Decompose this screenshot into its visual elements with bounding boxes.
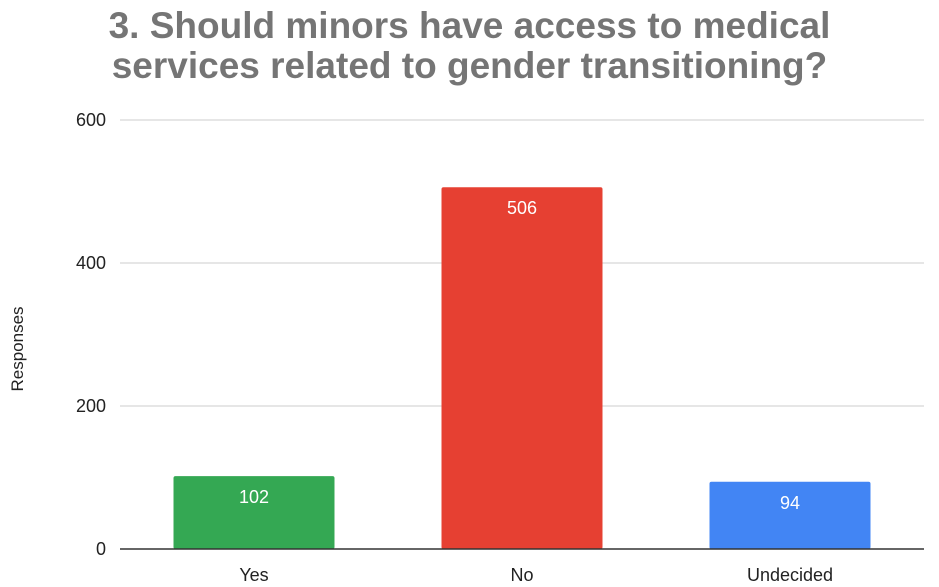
bar-value-label: 506 (507, 198, 537, 218)
bar-no (441, 187, 603, 549)
x-category-label: Yes (239, 565, 268, 585)
chart-title: 3. Should minors have access to medical … (0, 6, 939, 86)
bar-value-label: 102 (239, 487, 269, 507)
y-tick-label: 200 (76, 396, 106, 416)
bar-value-label: 94 (780, 493, 800, 513)
y-axis-title: Responses (8, 306, 27, 391)
y-tick-label: 0 (96, 539, 106, 559)
x-category-label: Undecided (747, 565, 833, 585)
chart-title-line-1: 3. Should minors have access to medical (108, 5, 831, 46)
bar-undecided (709, 481, 871, 549)
bar-yes (173, 476, 335, 549)
axes: 0 200 400 600 Yes No Undecided (76, 110, 924, 585)
y-tick-label: 600 (76, 110, 106, 130)
chart-title-line-2: services related to gender transitioning… (111, 45, 828, 86)
bars: 102 506 94 (173, 187, 871, 549)
y-tick-label: 400 (76, 253, 106, 273)
x-category-label: No (510, 565, 533, 585)
